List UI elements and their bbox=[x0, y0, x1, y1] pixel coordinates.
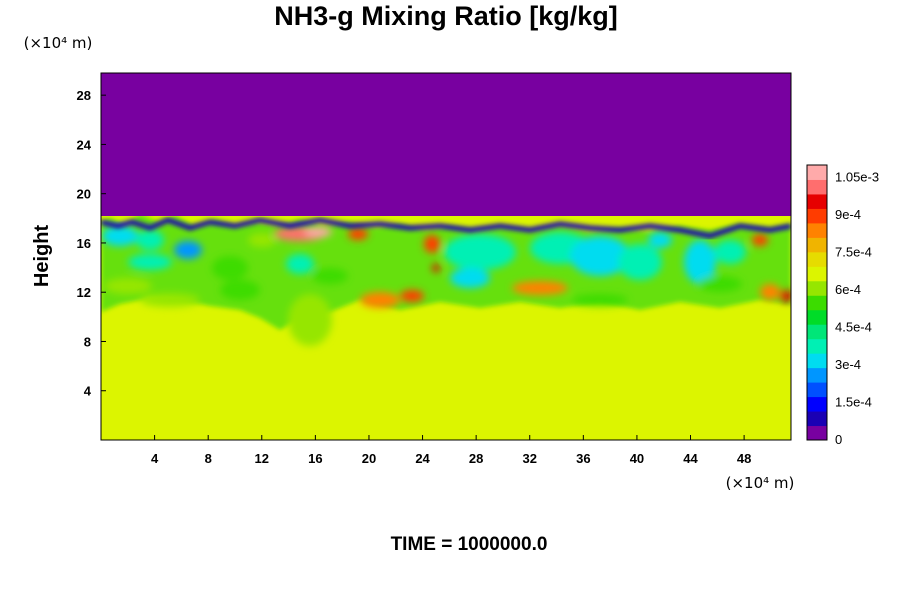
field-feature bbox=[212, 256, 248, 280]
field-feature bbox=[444, 234, 516, 270]
colorbar-label: 6e-4 bbox=[835, 282, 861, 297]
field-feature bbox=[248, 233, 276, 247]
boundary-dark-edge bbox=[101, 217, 791, 239]
colorbar-label: 1.05e-3 bbox=[835, 170, 879, 185]
field-feature bbox=[360, 292, 400, 308]
field-feature bbox=[128, 254, 172, 270]
y-axis-unit: (×10⁴ m) bbox=[24, 34, 93, 52]
colorbar-segment bbox=[807, 165, 827, 180]
field-feature bbox=[286, 254, 314, 274]
colorbar-label: 7.5e-4 bbox=[835, 245, 872, 260]
x-tick-label: 40 bbox=[630, 451, 644, 466]
upper-layer-band bbox=[101, 73, 791, 216]
field-feature bbox=[400, 290, 424, 302]
colorbar-labels: 0 1.5e-4 3e-4 4.5e-4 6e-4 7.5e-4 9e-4 1.05e-3 bbox=[835, 170, 879, 448]
mixing-structures bbox=[102, 226, 791, 346]
y-axis-ticks: 4 8 12 16 20 24 28 bbox=[77, 88, 106, 399]
field-feature bbox=[140, 293, 200, 307]
colorbar-segment bbox=[807, 309, 827, 325]
colorbar-segment bbox=[807, 295, 827, 311]
colorbar-segment bbox=[807, 396, 827, 412]
colorbar-segment bbox=[807, 179, 827, 195]
x-tick-label: 28 bbox=[469, 451, 483, 466]
field-feature bbox=[684, 240, 716, 284]
field-feature bbox=[424, 235, 440, 253]
colorbar-segment bbox=[807, 193, 827, 209]
colorbar-segment bbox=[807, 425, 827, 441]
x-axis-ticks: 4 8 12 16 20 24 28 32 36 40 44 48 bbox=[151, 435, 751, 466]
field-feature bbox=[288, 294, 332, 346]
time-label: TIME = 1000000.0 bbox=[391, 534, 548, 555]
x-tick-label: 8 bbox=[205, 451, 212, 466]
colorbar-segment bbox=[807, 367, 827, 383]
field-feature bbox=[136, 230, 164, 250]
colorbar-label: 9e-4 bbox=[835, 207, 861, 222]
colorbar-segment bbox=[807, 411, 827, 427]
field-feature bbox=[698, 276, 742, 292]
colorbar-segment bbox=[807, 222, 827, 238]
field-feature bbox=[570, 236, 630, 276]
colorbar-label: 0 bbox=[835, 432, 842, 447]
colorbar-label: 3e-4 bbox=[835, 357, 861, 372]
field-feature bbox=[572, 294, 628, 306]
field-feature bbox=[752, 234, 768, 246]
x-tick-label: 44 bbox=[683, 451, 698, 466]
colorbar-segment bbox=[807, 338, 827, 354]
field-feature bbox=[312, 268, 348, 284]
x-tick-label: 36 bbox=[576, 451, 590, 466]
colorbar-segment bbox=[807, 266, 827, 282]
field-feature bbox=[174, 241, 202, 259]
field-feature bbox=[450, 268, 490, 288]
y-tick-label: 20 bbox=[77, 187, 91, 202]
field-feature bbox=[220, 280, 260, 300]
x-axis-unit: (×10⁴ m) bbox=[726, 474, 795, 492]
x-tick-label: 32 bbox=[523, 451, 537, 466]
colorbar-segment bbox=[807, 324, 827, 340]
field-feature bbox=[102, 226, 138, 246]
x-tick-label: 24 bbox=[415, 451, 430, 466]
x-tick-label: 12 bbox=[255, 451, 269, 466]
plot-frame bbox=[100, 72, 792, 441]
field-feature bbox=[104, 278, 152, 294]
field-feature bbox=[714, 240, 746, 264]
field-feature bbox=[760, 284, 780, 300]
y-tick-label: 4 bbox=[84, 384, 92, 399]
colorbar-segment bbox=[807, 382, 827, 398]
y-tick-label: 28 bbox=[77, 88, 91, 103]
colorbar-frame bbox=[806, 164, 828, 441]
field-feature bbox=[348, 228, 368, 240]
plot-area bbox=[101, 73, 791, 440]
field-feature bbox=[304, 227, 332, 237]
y-tick-label: 8 bbox=[84, 334, 91, 349]
colorbar-label: 1.5e-4 bbox=[835, 395, 872, 410]
field-feature bbox=[648, 232, 672, 248]
y-tick-label: 12 bbox=[77, 285, 91, 300]
field-feature bbox=[780, 290, 791, 302]
colorbar-label: 4.5e-4 bbox=[835, 320, 872, 335]
colorbar-segment bbox=[807, 353, 827, 369]
field-feature bbox=[512, 281, 568, 295]
colorbar-segment bbox=[807, 237, 827, 253]
y-tick-label: 24 bbox=[77, 137, 92, 152]
x-tick-label: 4 bbox=[151, 451, 159, 466]
colorbar-segment bbox=[807, 208, 827, 224]
y-tick-label: 16 bbox=[77, 236, 91, 251]
colorbar bbox=[806, 164, 828, 441]
y-axis-label: Height bbox=[31, 225, 53, 288]
field-feature bbox=[618, 244, 662, 280]
field-feature bbox=[432, 264, 440, 272]
colorbar-segment bbox=[807, 251, 827, 267]
x-tick-label: 48 bbox=[737, 451, 751, 466]
colorbar-segment bbox=[807, 280, 827, 296]
x-tick-label: 20 bbox=[362, 451, 376, 466]
chart-title: NH3-g Mixing Ratio [kg/kg] bbox=[274, 1, 618, 31]
x-tick-label: 16 bbox=[308, 451, 322, 466]
